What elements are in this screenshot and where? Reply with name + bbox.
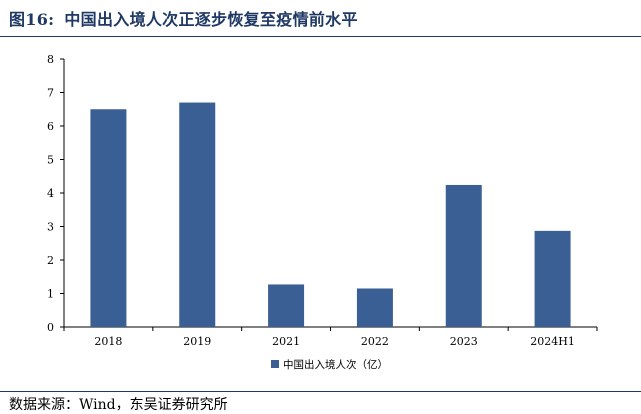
- bar-2019: [179, 102, 216, 327]
- bar-2023: [445, 184, 482, 327]
- x-tick-label: 2021: [272, 335, 300, 348]
- y-tick-label: 4: [47, 187, 54, 200]
- y-tick-label: 7: [47, 87, 54, 100]
- x-tick-label: 2022: [361, 335, 389, 348]
- y-tick-label: 6: [47, 120, 54, 133]
- x-tick-label: 2018: [94, 335, 122, 348]
- y-tick-label: 1: [47, 288, 54, 301]
- title-divider: [0, 36, 641, 37]
- y-tick-label: 8: [47, 53, 54, 66]
- y-tick-label: 3: [47, 221, 54, 234]
- bar-2024H1: [534, 230, 571, 327]
- source-divider: [0, 391, 641, 392]
- bar-2018: [90, 109, 127, 327]
- x-tick-label: 2023: [450, 335, 478, 348]
- y-tick-label: 0: [47, 321, 54, 334]
- chart-area: 0 1 2 3 4 5 6 7 8 2018 2019 2021 2022 2023 2024H1 中国出入境…: [0, 40, 641, 385]
- bar-2022: [356, 288, 393, 327]
- x-tick-label: 2024H1: [530, 335, 575, 348]
- y-tick-label: 2: [47, 254, 54, 267]
- source-note: 数据来源：Wind，东吴证券研究所: [9, 397, 228, 413]
- bar-chart: 0 1 2 3 4 5 6 7 8 2018 2019 2021 2022 2023 2024H1 中国出入境…: [47, 53, 598, 371]
- x-tick-label: 2019: [183, 335, 211, 348]
- legend-swatch: [271, 360, 279, 368]
- figure-title-text: 中国出入境人次正逐步恢复至疫情前水平: [64, 10, 358, 29]
- legend-label: 中国出入境人次（亿）: [283, 358, 388, 371]
- figure-number: 图16:: [9, 10, 55, 29]
- figure-title: 图16: 中国出入境人次正逐步恢复至疫情前水平: [9, 6, 358, 30]
- y-tick-label: 5: [47, 154, 54, 167]
- bar-2021: [268, 284, 305, 327]
